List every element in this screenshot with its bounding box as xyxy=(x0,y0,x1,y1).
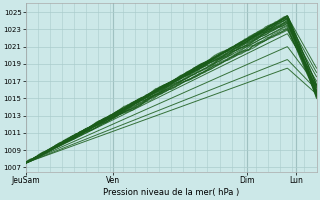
X-axis label: Pression niveau de la mer( hPa ): Pression niveau de la mer( hPa ) xyxy=(103,188,239,197)
